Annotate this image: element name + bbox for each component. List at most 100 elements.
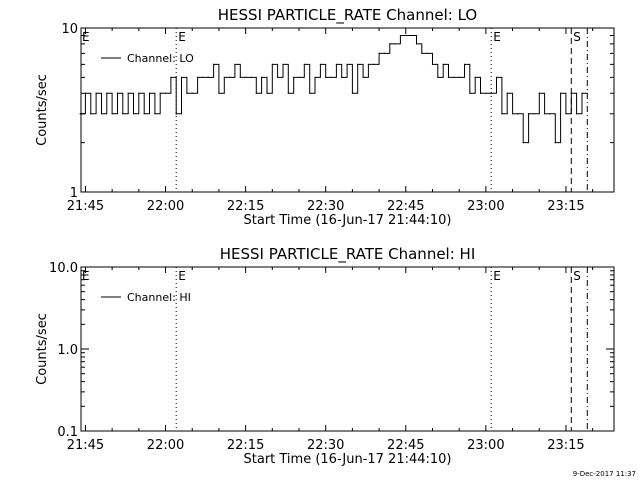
data-point (303, 63, 305, 65)
data-point (79, 113, 81, 115)
data-point (116, 92, 119, 94)
x-tick-label: 22:45 (387, 438, 424, 453)
data-point (287, 92, 289, 94)
data-point (191, 92, 193, 94)
data-point (362, 76, 364, 78)
data-point (560, 92, 562, 94)
data-point (261, 76, 263, 78)
data-point (154, 113, 156, 115)
data-point (159, 92, 161, 94)
data-point (202, 76, 204, 78)
data-point (581, 92, 583, 94)
chart-title: HESSI PARTICLE_RATE Channel: HI (220, 245, 476, 264)
data-point (250, 76, 252, 78)
event-marker-label: E (493, 30, 501, 44)
data-point (431, 63, 434, 65)
data-point (245, 76, 247, 78)
panel-lo: HESSI PARTICLE_RATE Channel: LO 21:45 22:0… (35, 6, 615, 228)
data-point (495, 76, 498, 78)
y-tick-label: 10 (61, 22, 78, 37)
data-point (138, 92, 140, 94)
data-point (549, 113, 551, 115)
data-point (319, 63, 321, 65)
legend-label: Channel: HI (127, 291, 191, 304)
x-tick-label: 21:45 (67, 438, 104, 453)
data-point (223, 76, 225, 78)
data-point (282, 63, 284, 65)
data-point (469, 92, 471, 94)
panel-hi: HESSI PARTICLE_RATE Channel: HI 21:45 22:0… (35, 245, 615, 467)
data-point (437, 76, 439, 78)
data-point (330, 76, 332, 78)
data-point (266, 92, 268, 94)
data-point (111, 113, 113, 115)
data-point (506, 92, 508, 94)
legend-label: Channel: LO (127, 52, 194, 65)
data-point (479, 92, 482, 94)
event-marker-label: E (178, 269, 186, 283)
data-point (357, 63, 359, 65)
data-point (511, 113, 514, 115)
data-point (389, 43, 391, 45)
data-point (533, 113, 535, 115)
data-point (196, 76, 199, 78)
x-tick-label: 22:30 (307, 438, 344, 453)
y-tick-label: 0.1 (57, 425, 78, 440)
data-point (106, 92, 108, 94)
data-point (474, 76, 476, 78)
x-tick-label: 23:00 (467, 199, 504, 214)
data-point (447, 76, 450, 78)
data-point (170, 76, 172, 78)
data-point (394, 43, 396, 45)
x-tick-label: 23:15 (547, 438, 584, 453)
data-point (501, 113, 503, 115)
x-tick-label: 22:15 (227, 438, 264, 453)
data-point (100, 113, 103, 115)
data-point (463, 63, 466, 65)
data-point (84, 92, 87, 94)
x-axis-label: Start Time (16-Jun-17 21:44:10) (244, 452, 452, 467)
data-point (180, 76, 183, 78)
event-marker-label: S (573, 269, 581, 283)
data-point (228, 76, 231, 78)
x-tick-label: 22:15 (227, 199, 264, 214)
data-point (298, 76, 300, 78)
data-point (293, 76, 295, 78)
data-point (527, 113, 530, 115)
x-axis-label: Start Time (16-Jun-17 21:44:10) (244, 213, 452, 228)
data-point (314, 76, 316, 78)
data-point (277, 76, 279, 78)
data-point (405, 34, 407, 37)
data-point (576, 113, 578, 115)
data-point (554, 142, 556, 144)
data-point (95, 92, 97, 94)
plot-frame (80, 27, 615, 193)
data-point (458, 76, 460, 78)
chart-title: HESSI PARTICLE_RATE Channel: LO (218, 6, 477, 25)
data-point (378, 52, 380, 55)
data-point (517, 113, 519, 115)
data-point (442, 63, 444, 65)
data-point (186, 92, 188, 94)
x-tick-label: 23:15 (547, 199, 584, 214)
data-point (421, 52, 423, 55)
x-tick-label: 22:30 (307, 199, 344, 214)
x-tick-label: 21:45 (67, 199, 104, 214)
event-marker-label: S (573, 30, 581, 44)
y-axis-label: Counts/sec (35, 313, 50, 385)
data-point (570, 92, 572, 94)
data-point (218, 92, 220, 94)
data-point (485, 92, 487, 94)
data-point (383, 52, 386, 55)
data-point (335, 63, 337, 65)
x-tick-label: 23:00 (467, 438, 504, 453)
data-point (207, 76, 209, 78)
data-point (346, 63, 348, 65)
event-marker-label: E (493, 269, 501, 283)
data-point (415, 43, 418, 45)
data-point (90, 113, 92, 115)
data-point (175, 113, 177, 115)
y-tick-label: 1 (70, 186, 78, 201)
x-tick-label: 22:45 (387, 199, 424, 214)
